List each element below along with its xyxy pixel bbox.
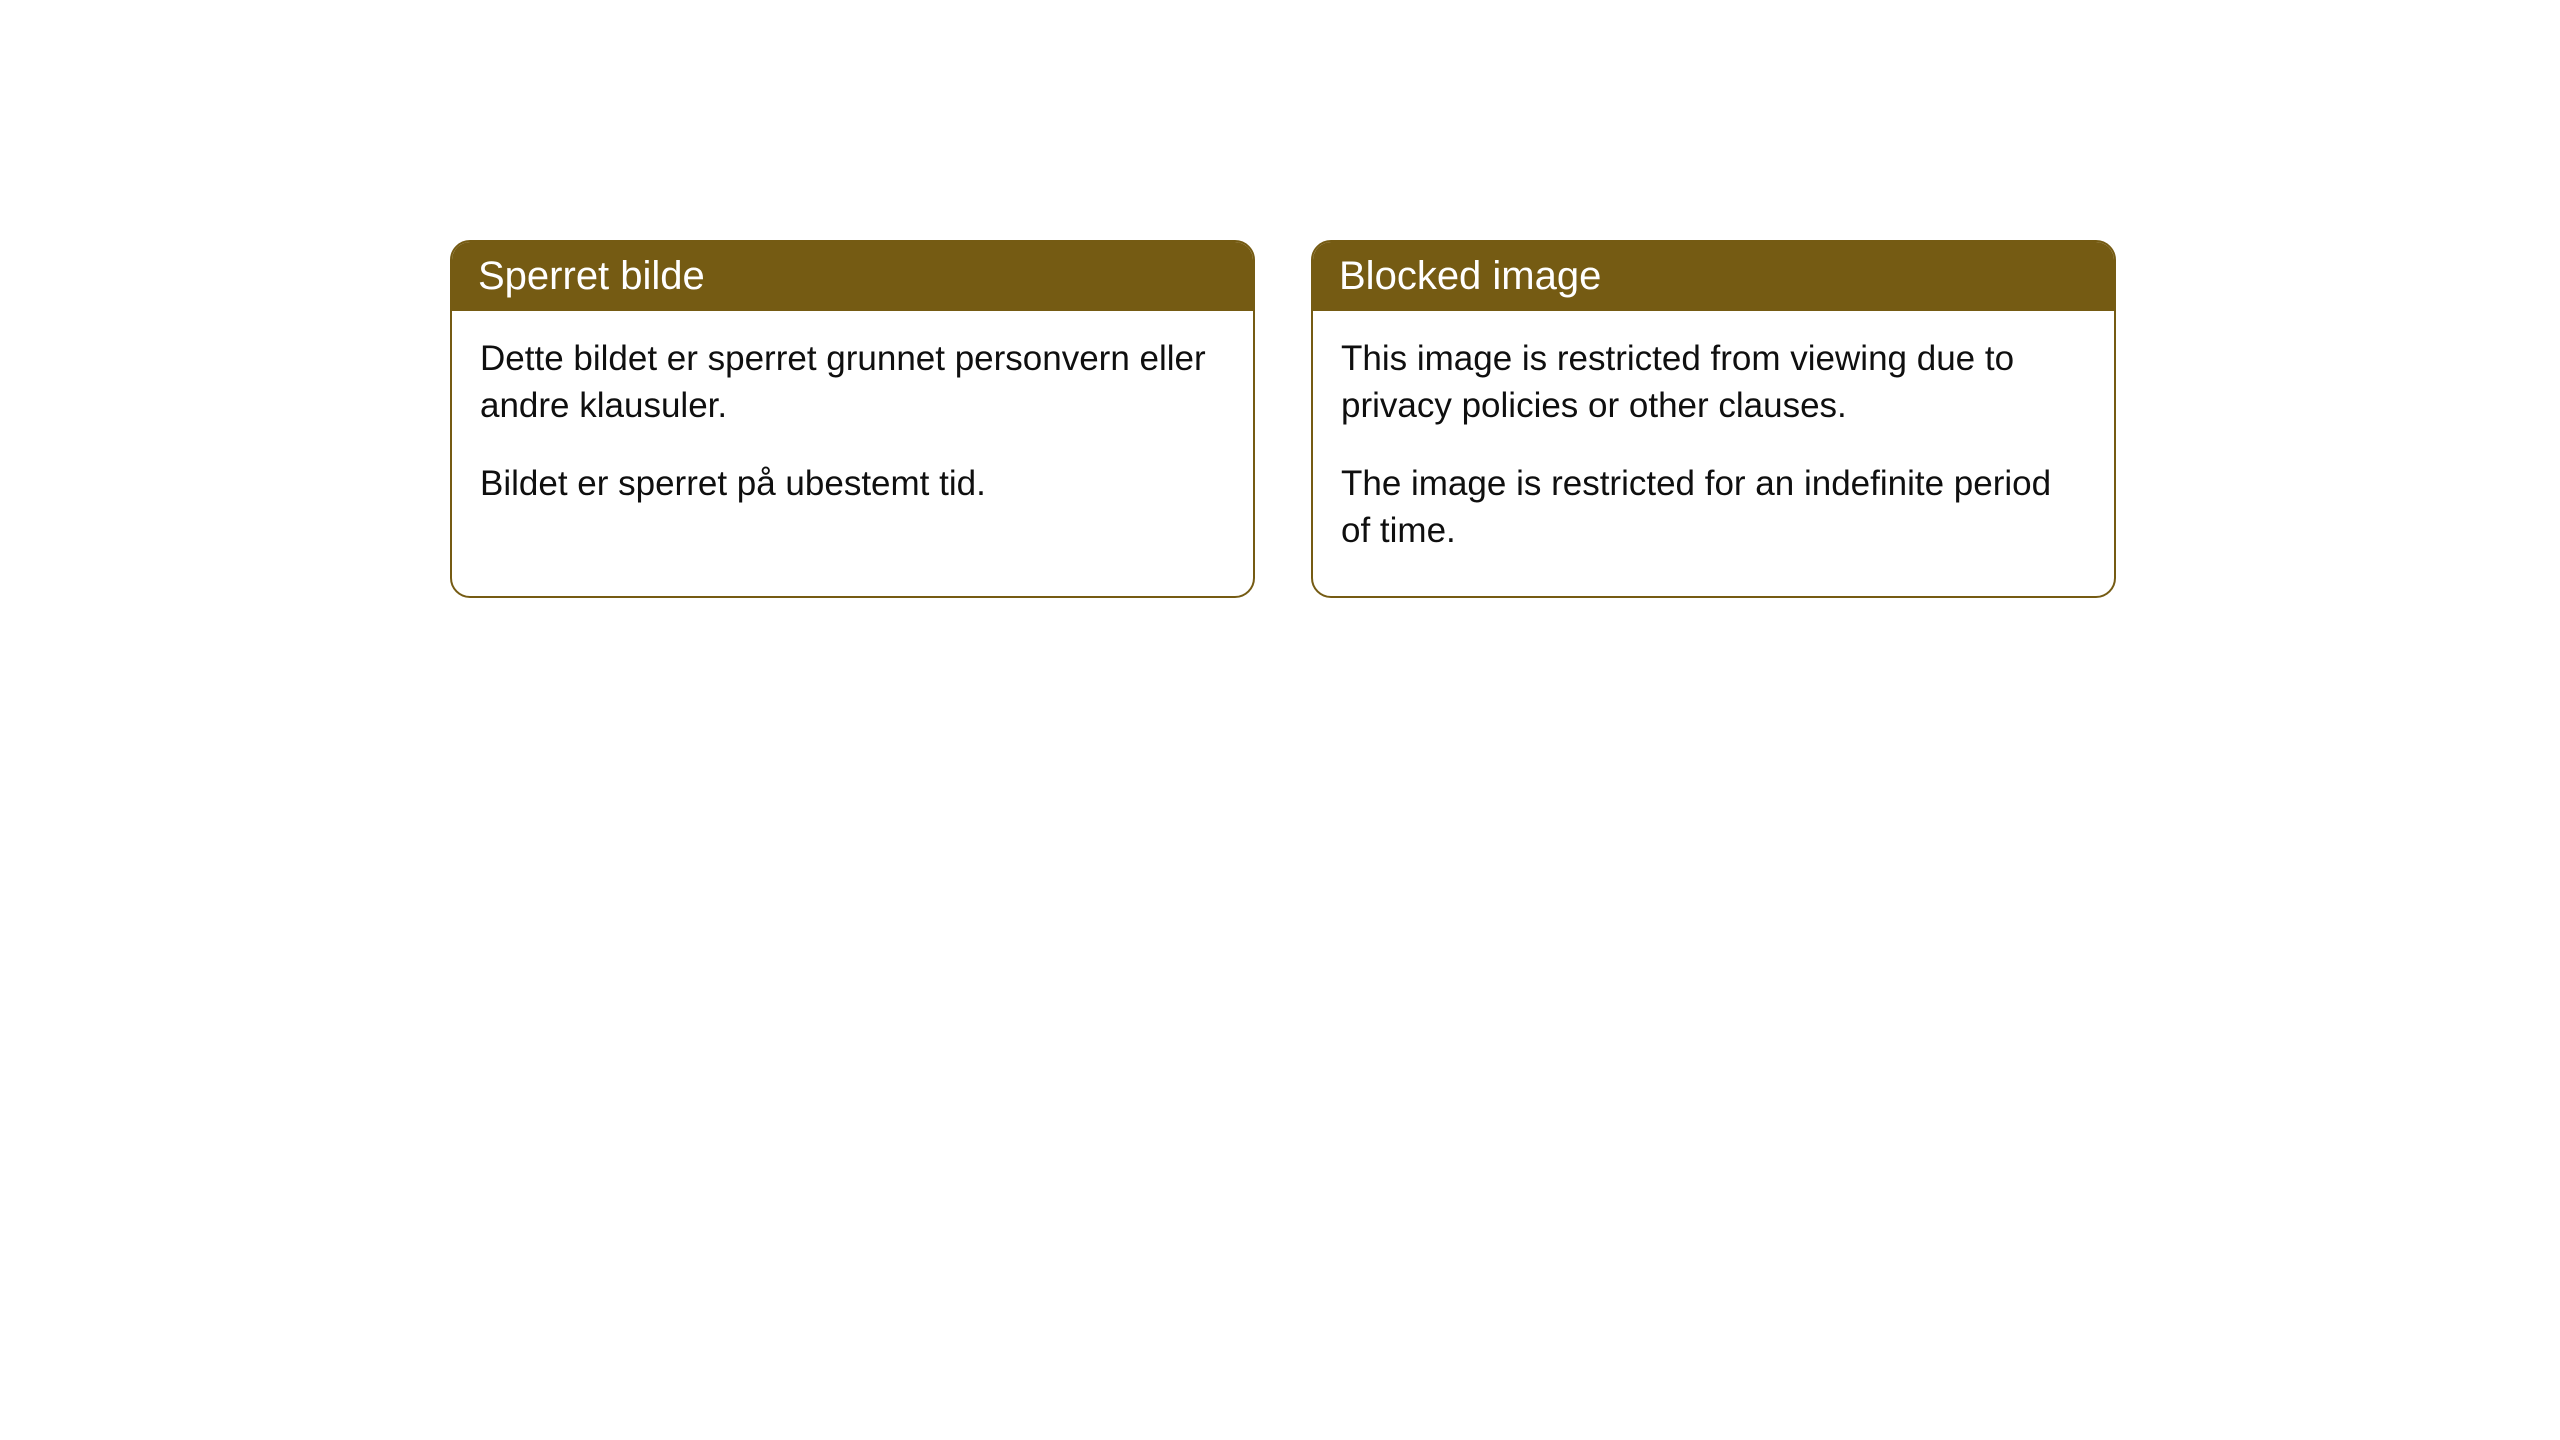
card-title: Blocked image: [1339, 254, 1601, 298]
notice-card-english: Blocked image This image is restricted f…: [1311, 240, 2116, 598]
card-body: This image is restricted from viewing du…: [1313, 311, 2114, 596]
card-paragraph: Dette bildet er sperret grunnet personve…: [480, 335, 1225, 430]
card-body: Dette bildet er sperret grunnet personve…: [452, 311, 1253, 549]
notice-card-norwegian: Sperret bilde Dette bildet er sperret gr…: [450, 240, 1255, 598]
card-paragraph: Bildet er sperret på ubestemt tid.: [480, 460, 1225, 507]
card-paragraph: This image is restricted from viewing du…: [1341, 335, 2086, 430]
card-title: Sperret bilde: [478, 254, 705, 298]
card-header: Sperret bilde: [452, 242, 1253, 311]
card-paragraph: The image is restricted for an indefinit…: [1341, 460, 2086, 555]
card-header: Blocked image: [1313, 242, 2114, 311]
notice-container: Sperret bilde Dette bildet er sperret gr…: [0, 0, 2560, 598]
